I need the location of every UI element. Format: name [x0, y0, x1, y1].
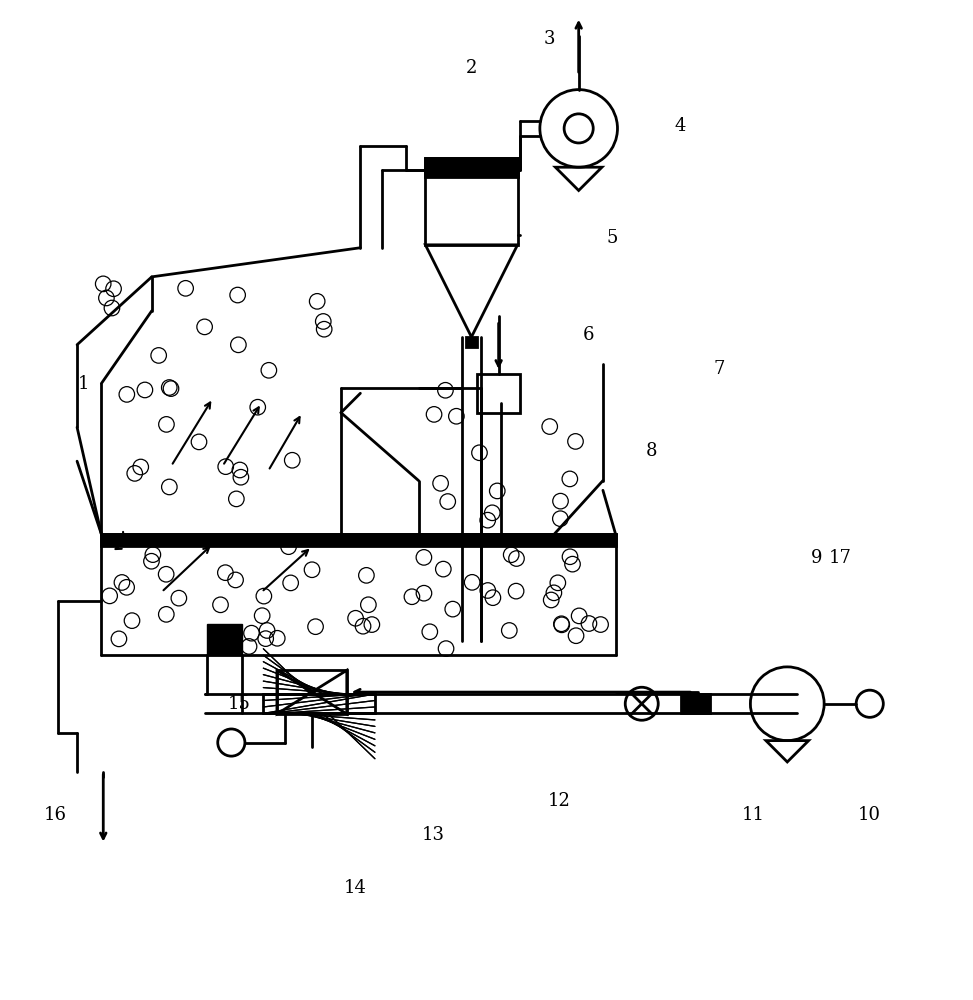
- Bar: [101, 534, 616, 546]
- Text: 12: 12: [548, 792, 571, 810]
- Text: 2: 2: [466, 59, 478, 77]
- Bar: [277, 670, 346, 714]
- Text: 17: 17: [829, 549, 852, 567]
- Text: 6: 6: [583, 326, 595, 344]
- Text: 7: 7: [713, 360, 725, 378]
- Text: 5: 5: [607, 229, 618, 247]
- Text: 16: 16: [43, 806, 66, 824]
- Text: 10: 10: [858, 806, 882, 824]
- Text: 14: 14: [344, 879, 367, 897]
- Text: 9: 9: [811, 549, 822, 567]
- Text: 3: 3: [544, 30, 556, 48]
- Text: 13: 13: [421, 826, 445, 844]
- Bar: [264, 694, 375, 713]
- Bar: [425, 158, 518, 177]
- Bar: [680, 694, 709, 713]
- Text: 1: 1: [78, 375, 90, 393]
- Bar: [425, 158, 518, 245]
- Text: 4: 4: [675, 117, 686, 135]
- Text: 8: 8: [646, 442, 657, 460]
- Polygon shape: [207, 624, 242, 655]
- Text: 15: 15: [228, 695, 250, 713]
- Text: 11: 11: [741, 806, 765, 824]
- Bar: [477, 374, 521, 413]
- Bar: [466, 337, 478, 347]
